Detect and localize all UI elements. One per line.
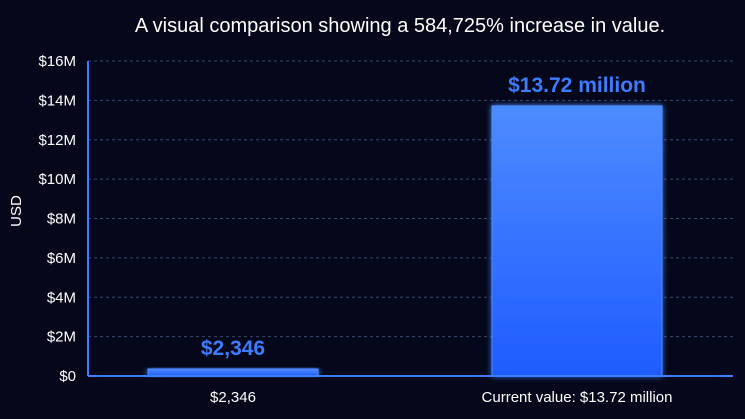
data-labels: $2,346 $13.72 million [201, 74, 646, 360]
y-axis-ticks: $0 $2M $4M $6M $8M $10M $12M $14M $16M [38, 53, 76, 385]
y-tick-label: $14M [38, 92, 76, 109]
bar [491, 105, 663, 377]
bar [147, 368, 319, 377]
y-tick-label: $0 [59, 368, 76, 385]
y-axis-label: USD [8, 195, 25, 227]
y-tick-label: $12M [38, 132, 76, 149]
y-tick-label: $10M [38, 171, 76, 188]
y-tick-label: $16M [38, 53, 76, 70]
chart-title: A visual comparison showing a 584,725% i… [135, 15, 665, 37]
x-tick-label: Current value: $13.72 million [482, 389, 673, 406]
bar-value-label: $13.72 million [508, 74, 646, 97]
y-tick-label: $4M [47, 289, 76, 306]
y-tick-label: $8M [47, 211, 76, 228]
bars [147, 105, 663, 377]
x-axis-ticks: $2,346 Current value: $13.72 million [210, 389, 672, 406]
y-tick-label: $6M [47, 250, 76, 267]
y-tick-label: $2M [47, 329, 76, 346]
x-tick-label: $2,346 [210, 389, 256, 406]
bar-value-label: $2,346 [201, 337, 265, 360]
